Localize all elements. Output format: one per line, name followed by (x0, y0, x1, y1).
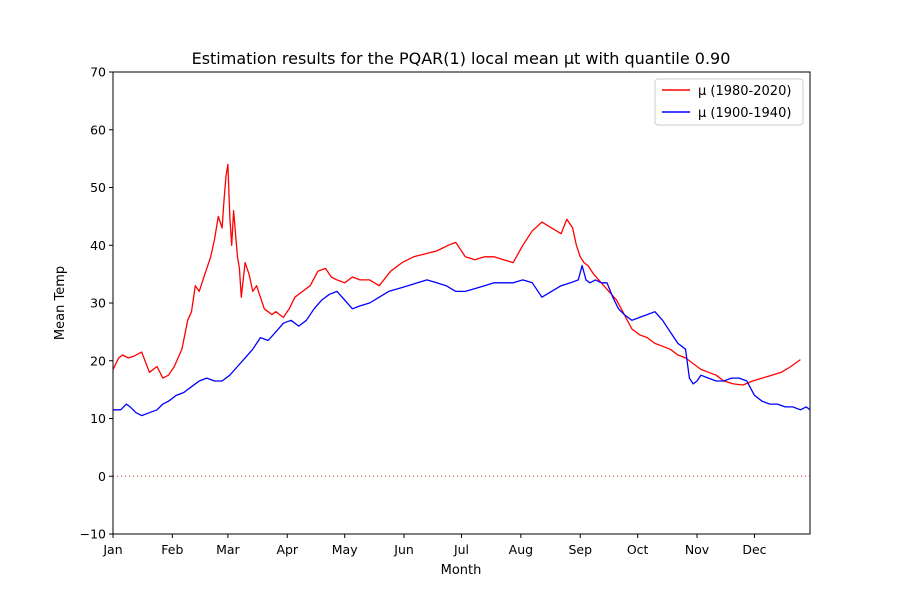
x-tick-label: Feb (161, 542, 183, 557)
y-tick-label: 30 (90, 296, 106, 311)
x-tick-label: Jan (102, 542, 122, 557)
y-tick-label: 70 (90, 65, 106, 80)
x-tick-label: Aug (509, 542, 533, 557)
y-tick-label: 50 (90, 180, 106, 195)
y-tick-label: −10 (80, 527, 106, 542)
y-axis: −10 0 10 20 30 40 50 60 70 (80, 65, 113, 542)
y-axis-label: Mean Temp (53, 266, 68, 340)
legend-box (654, 78, 804, 126)
y-tick-label: 20 (90, 353, 106, 368)
y-tick-label: 0 (98, 469, 106, 484)
x-tick-label: Nov (685, 542, 710, 557)
x-tick-label: Apr (276, 542, 298, 557)
legend-label-1900-1940: μ (1900-1940) (698, 106, 791, 121)
chart-title: Estimation results for the PQAR(1) local… (192, 49, 731, 68)
legend-label-1980-2020: μ (1980-2020) (698, 84, 791, 99)
x-axis-label: Month (441, 563, 482, 578)
x-tick-label: Jun (393, 542, 414, 557)
x-tick-label: Sep (568, 542, 592, 557)
x-tick-label: Oct (627, 542, 649, 557)
y-tick-label: 60 (90, 122, 106, 137)
x-tick-label: May (332, 542, 358, 557)
series-layer (112, 163, 811, 417)
series-line-1980-2020 (112, 163, 801, 386)
x-tick-label: Dec (742, 542, 766, 557)
plot-area-frame (112, 71, 811, 535)
series-line-1900-1940 (113, 264, 811, 417)
x-tick-label: Mar (216, 542, 240, 557)
x-axis: Jan Feb Mar Apr May Jun Jul Aug Sep Oct Nov Dec (102, 534, 767, 557)
y-tick-label: 10 (90, 411, 106, 426)
y-tick-label: 40 (90, 238, 106, 253)
legend: μ (1980-2020) μ (1900-1940) (654, 78, 804, 126)
x-tick-label: Jul (453, 542, 469, 557)
